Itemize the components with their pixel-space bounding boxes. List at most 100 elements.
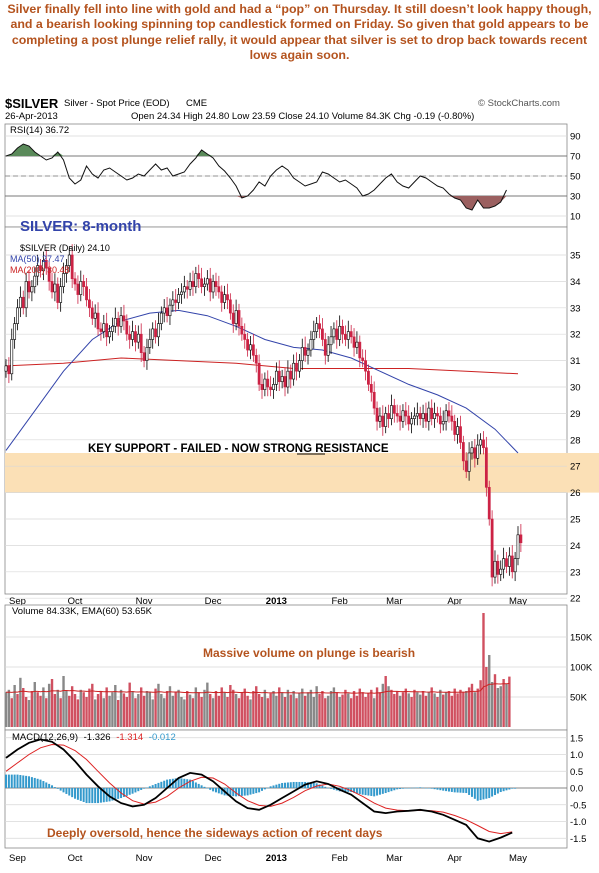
macd-histogram-bar (186, 779, 189, 788)
macd-histogram-bar (376, 788, 379, 796)
volume-bar (134, 698, 137, 727)
volume-bar (116, 700, 120, 727)
volume-bar (223, 692, 226, 727)
volume-bar (24, 697, 28, 727)
price-candle-body (145, 347, 149, 361)
volume-bar (257, 694, 261, 727)
volume-bar (252, 691, 255, 727)
price-candle-body (318, 323, 321, 330)
macd-histogram-bar (459, 788, 462, 793)
price-candle-body (277, 370, 281, 383)
macd-histogram-bar (42, 781, 45, 788)
macd-histogram-bar (148, 786, 151, 788)
price-candle-body (205, 278, 209, 285)
price-candle-body (90, 307, 94, 319)
macd-histogram-bar (145, 787, 148, 788)
macd-histogram-bar (410, 787, 413, 789)
macd-histogram-bar (91, 788, 94, 804)
volume-bar (137, 694, 140, 727)
volume-bar (465, 691, 468, 727)
price-candle-body (194, 273, 198, 287)
price-candle-body (254, 355, 258, 364)
volume-legend: Volume 84.33K, EMA(60) 53.65K (12, 606, 153, 617)
volume-bar (298, 693, 301, 727)
macd-histogram-bar (344, 788, 347, 792)
header-description: Silver - Spot Price (EOD) (64, 98, 170, 109)
macd-histogram-bar (422, 787, 425, 789)
price-candle-body (295, 362, 298, 372)
macd-legend-value: -1.326 (84, 732, 111, 743)
macd-histogram-bar (53, 787, 56, 788)
macd-histogram-bar (312, 782, 315, 788)
price-candle-body (513, 558, 517, 573)
rsi-tick-label: 90 (570, 132, 581, 143)
price-candle-body (214, 281, 218, 287)
volume-bar (4, 692, 8, 727)
volume-bar (62, 676, 65, 727)
macd-x-tick-label: May (509, 853, 527, 864)
macd-histogram-bar (364, 788, 367, 796)
price-candle-body (300, 347, 304, 361)
price-candle-body (154, 328, 157, 338)
price-candle-body (10, 339, 14, 375)
volume-bar (96, 694, 100, 727)
volume-bar (482, 613, 485, 727)
volume-bar (93, 699, 97, 727)
price-candle-body (168, 304, 172, 317)
macd-histogram-bar (74, 788, 77, 799)
price-candle-body (447, 410, 451, 417)
price-tick-label: 29 (570, 409, 581, 420)
volume-bar (197, 692, 200, 727)
volume-bar (240, 692, 244, 727)
macd-histogram-bar (137, 788, 140, 792)
price-x-tick-label: Apr (447, 596, 462, 607)
macd-histogram-bar (295, 781, 298, 788)
macd-histogram-bar (496, 788, 499, 794)
price-candle-body (116, 318, 120, 327)
price-candle-body (246, 339, 250, 351)
macd-histogram-bar (5, 774, 7, 788)
volume-bar (344, 689, 347, 727)
volume-bar (462, 692, 465, 727)
price-candle-body (395, 413, 399, 417)
macd-histogram-bar (246, 788, 249, 796)
volume-bar (490, 682, 494, 727)
volume-bar (447, 691, 451, 727)
macd-histogram-bar (309, 782, 312, 788)
price-candle-body (180, 291, 183, 295)
price-candle-body (487, 487, 491, 520)
macd-tick-label: -1.5 (570, 834, 586, 845)
macd-histogram-bar (301, 781, 304, 788)
volume-bar (467, 687, 471, 727)
ma50-line (5, 309, 519, 454)
volume-bar (476, 688, 479, 727)
volume-bar (502, 679, 505, 727)
macd-histogram-bar (272, 785, 275, 788)
macd-histogram-bar (393, 788, 396, 791)
price-candle-body (243, 333, 247, 340)
rsi-tick-label: 50 (570, 172, 581, 183)
volume-bar (338, 697, 341, 727)
price-x-axis-labels: Sep Oct Nov Dec 2013 Feb Mar Apr May (9, 596, 527, 607)
volume-axis-ticks: 150K 100K 50K (570, 633, 593, 704)
macd-histogram-bar (413, 787, 416, 789)
price-candle-body (24, 281, 28, 309)
price-candle-body (410, 418, 413, 425)
price-candle-body (73, 278, 77, 285)
volume-bar (321, 691, 324, 727)
price-candle-body (93, 312, 97, 319)
macd-histogram-bar (82, 788, 85, 802)
price-candle-body (444, 410, 448, 422)
macd-histogram-bar (473, 788, 476, 799)
macd-histogram-bar (157, 782, 160, 788)
volume-bar (312, 697, 315, 727)
volume-bar (91, 683, 94, 727)
macd-tick-label: -0.5 (570, 800, 586, 811)
macd-histogram-bar (275, 784, 278, 788)
volume-bar (352, 691, 356, 727)
price-candle-body (266, 378, 270, 388)
price-candle-body (332, 328, 336, 338)
volume-bar (280, 692, 284, 727)
price-candle-body (297, 360, 301, 372)
price-candle-body (390, 405, 393, 419)
